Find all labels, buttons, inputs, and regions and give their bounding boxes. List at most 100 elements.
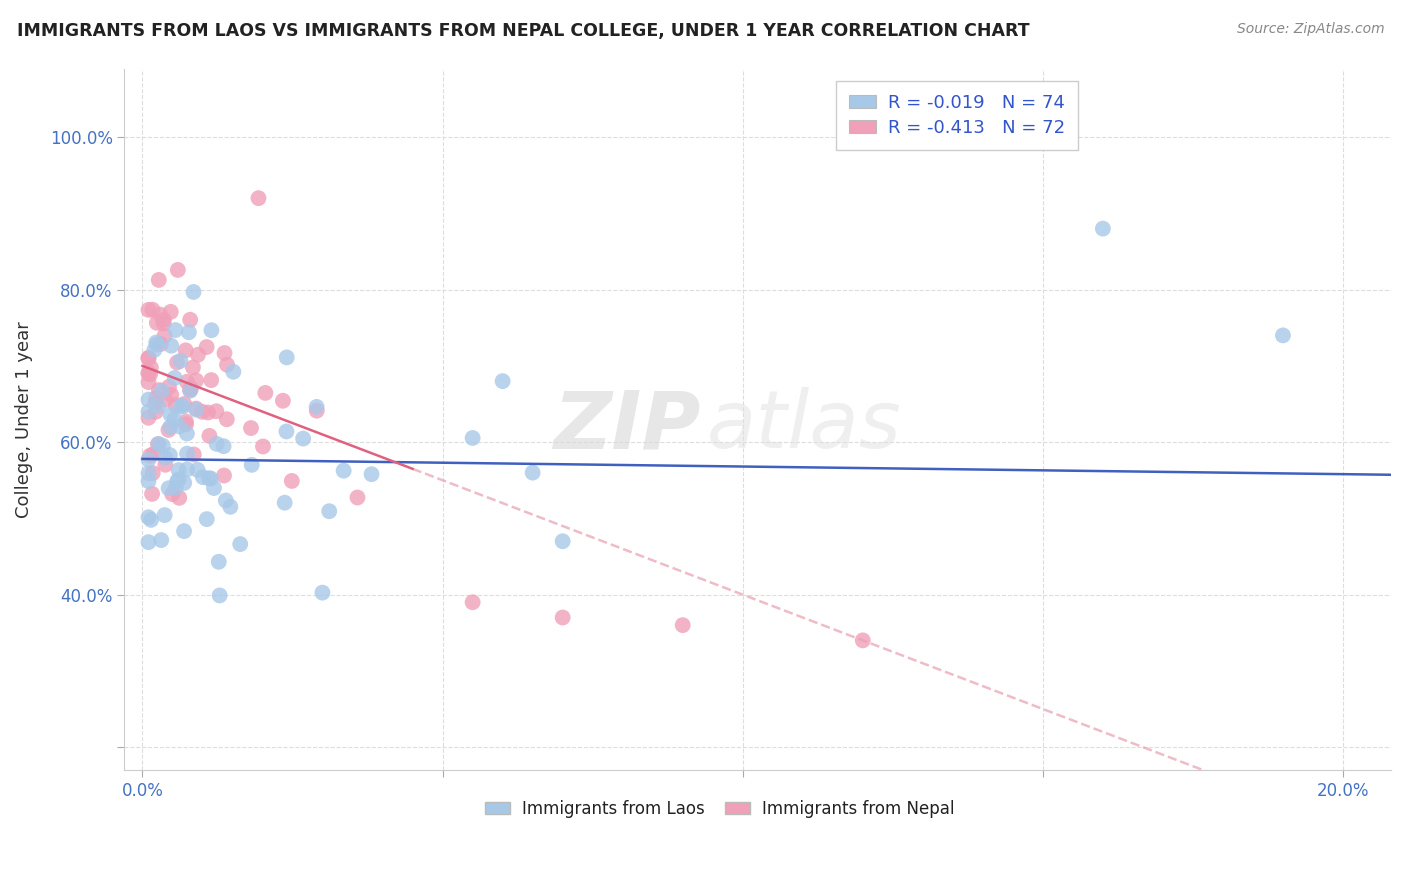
Point — [229, 537, 252, 551]
Point — [186, 402, 208, 417]
Point — [183, 448, 205, 462]
Point — [174, 417, 197, 432]
Point — [195, 340, 218, 354]
Point — [212, 468, 235, 483]
Point — [138, 452, 160, 467]
Point — [165, 481, 187, 495]
Point — [138, 302, 160, 317]
Point — [179, 312, 201, 326]
Point — [360, 467, 382, 482]
Point — [305, 403, 328, 417]
Point — [145, 391, 167, 405]
Point — [170, 399, 193, 413]
Point — [138, 366, 160, 380]
Point — [166, 263, 188, 277]
Point — [522, 466, 544, 480]
Point — [138, 367, 160, 381]
Legend: Immigrants from Laos, Immigrants from Nepal: Immigrants from Laos, Immigrants from Ne… — [479, 794, 960, 825]
Point — [138, 410, 160, 425]
Point — [148, 383, 170, 397]
Point — [146, 437, 169, 451]
Point — [195, 512, 218, 526]
Point — [152, 439, 174, 453]
Point — [138, 351, 160, 365]
Point — [1091, 221, 1114, 235]
Point — [138, 351, 160, 366]
Point — [153, 508, 176, 522]
Point — [157, 380, 180, 394]
Point — [157, 423, 180, 437]
Point — [150, 384, 173, 398]
Point — [173, 524, 195, 538]
Point — [148, 399, 170, 413]
Point — [138, 510, 160, 524]
Point — [155, 458, 177, 472]
Point — [208, 588, 231, 602]
Point — [215, 358, 238, 372]
Point — [672, 618, 695, 632]
Point — [176, 375, 198, 389]
Point — [149, 308, 172, 322]
Point — [198, 471, 221, 485]
Point — [247, 191, 270, 205]
Point — [276, 351, 298, 365]
Point — [191, 470, 214, 484]
Point — [179, 384, 201, 398]
Point — [461, 431, 484, 445]
Point — [200, 471, 222, 485]
Point — [167, 463, 190, 477]
Point — [191, 405, 214, 419]
Point — [215, 493, 238, 508]
Point — [240, 458, 263, 472]
Point — [160, 339, 183, 353]
Point — [138, 474, 160, 488]
Point — [271, 393, 294, 408]
Point — [138, 405, 160, 419]
Point — [139, 513, 162, 527]
Point — [198, 429, 221, 443]
Point — [166, 355, 188, 369]
Point — [153, 450, 176, 465]
Point — [145, 405, 167, 419]
Point — [205, 404, 228, 418]
Point — [212, 439, 235, 453]
Point — [148, 273, 170, 287]
Point — [318, 504, 340, 518]
Point — [159, 448, 181, 462]
Point — [138, 375, 160, 389]
Point — [139, 449, 162, 463]
Point — [155, 392, 177, 407]
Point — [184, 373, 207, 387]
Point — [142, 466, 165, 480]
Point — [157, 481, 180, 495]
Text: Source: ZipAtlas.com: Source: ZipAtlas.com — [1237, 22, 1385, 37]
Point — [146, 337, 169, 351]
Point — [160, 388, 183, 402]
Text: atlas: atlas — [707, 387, 901, 466]
Point — [179, 383, 201, 397]
Point — [208, 555, 231, 569]
Point — [200, 373, 222, 387]
Point — [346, 491, 368, 505]
Point — [181, 360, 204, 375]
Point — [146, 316, 169, 330]
Point — [183, 285, 205, 299]
Point — [163, 371, 186, 385]
Point — [172, 400, 194, 414]
Point — [167, 473, 190, 487]
Point — [273, 496, 295, 510]
Point — [281, 474, 304, 488]
Point — [551, 534, 574, 549]
Point — [138, 467, 160, 481]
Point — [159, 420, 181, 434]
Point — [240, 421, 263, 435]
Point — [219, 500, 242, 514]
Point — [138, 535, 160, 549]
Point — [173, 397, 195, 411]
Point — [276, 425, 298, 439]
Point — [222, 365, 245, 379]
Point — [159, 305, 181, 319]
Point — [169, 354, 191, 368]
Point — [169, 419, 191, 434]
Point — [852, 633, 875, 648]
